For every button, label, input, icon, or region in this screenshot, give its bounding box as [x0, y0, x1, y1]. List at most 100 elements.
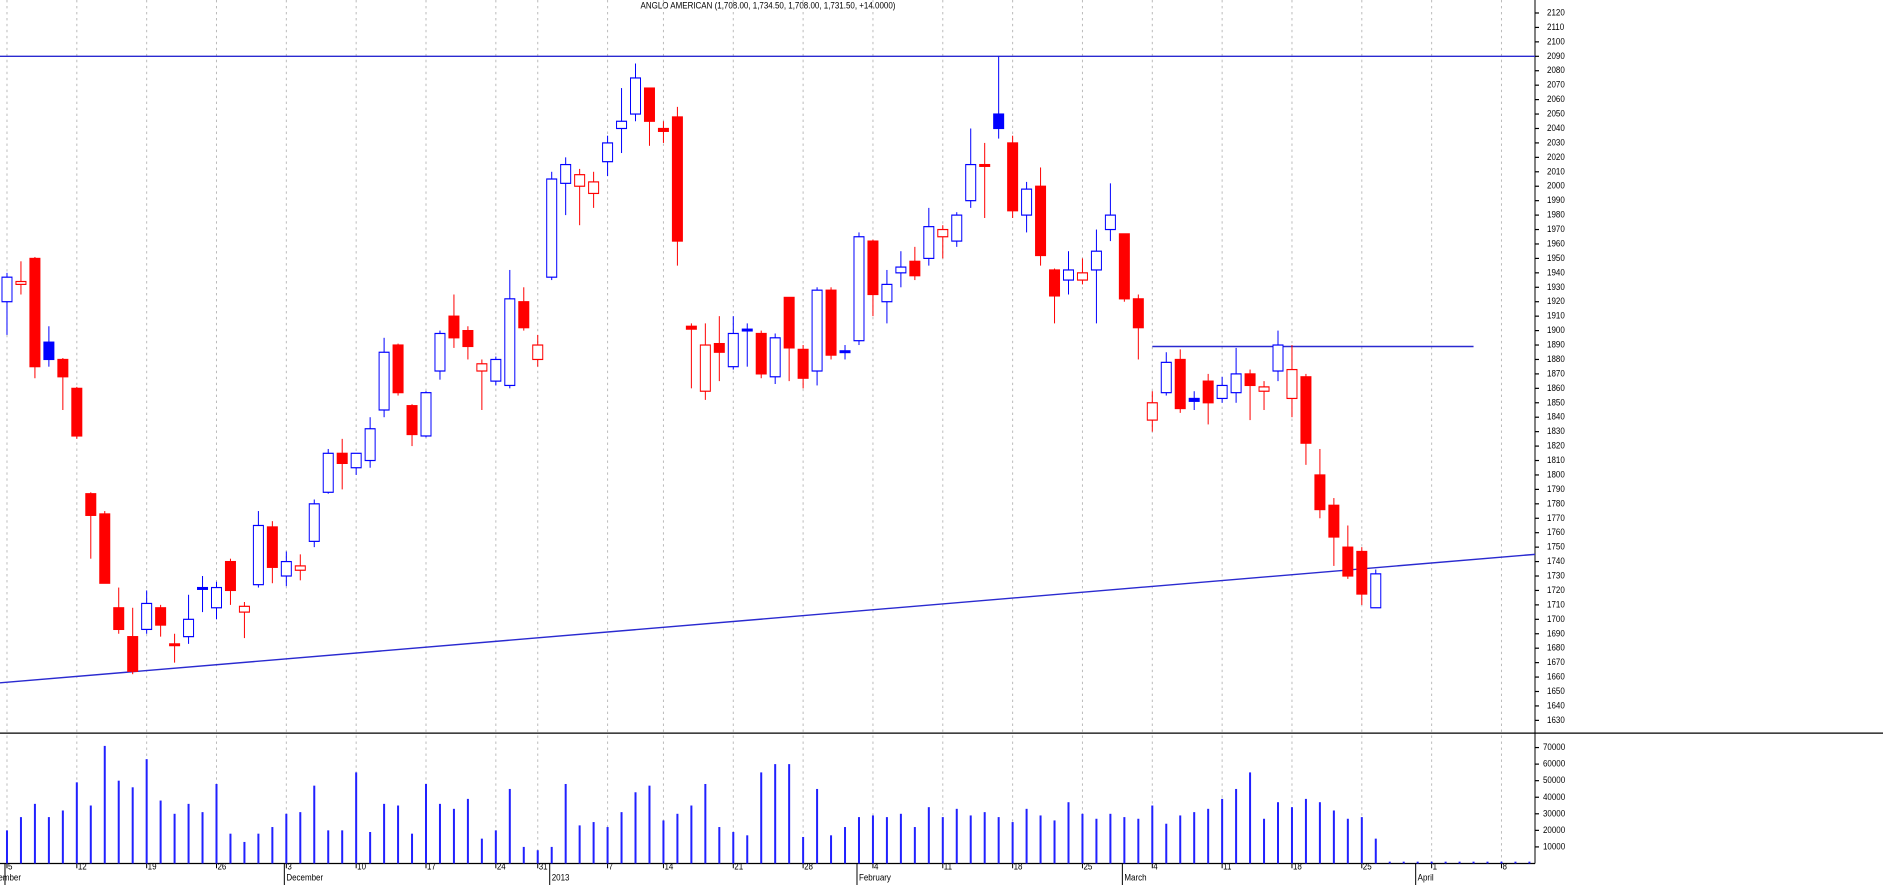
- x-tick-label: 4: [874, 861, 879, 872]
- candle-body: [867, 240, 879, 296]
- volume-bar: [788, 764, 791, 864]
- candle-body: [1356, 550, 1368, 595]
- volume-bar: [774, 764, 777, 864]
- volume-bar: [732, 832, 735, 864]
- y-tick-label: 1700: [1547, 613, 1565, 624]
- y-tick-label: 2100: [1547, 36, 1565, 47]
- candle-body: [616, 120, 628, 130]
- x-tick-label: 8: [1502, 861, 1507, 872]
- candle-body: [643, 87, 655, 122]
- y-tick-label: 1860: [1547, 382, 1565, 393]
- candle-body: [755, 332, 767, 375]
- volume-bar: [522, 846, 525, 864]
- candle-body: [1062, 269, 1074, 281]
- month-label: February: [859, 872, 891, 883]
- candle-body: [406, 405, 418, 436]
- y-tick-label: 1780: [1547, 498, 1565, 509]
- candle-body: [588, 181, 600, 195]
- candle-body: [29, 257, 41, 368]
- candle-body: [1314, 474, 1326, 511]
- candle-body: [1049, 269, 1061, 297]
- volume-bar: [117, 780, 120, 864]
- volume-bar: [1235, 788, 1238, 864]
- volume-bar: [1277, 802, 1280, 864]
- y-tick-label: 1960: [1547, 238, 1565, 249]
- candle-body: [1090, 250, 1102, 271]
- y-tick-label: 1670: [1547, 656, 1565, 667]
- candle-body: [434, 332, 446, 372]
- y-tick-label: 1630: [1547, 714, 1565, 725]
- candle-body: [1272, 344, 1284, 372]
- y-tick-label: 1820: [1547, 440, 1565, 451]
- month-label: 2013: [552, 872, 570, 883]
- volume-bar: [5, 830, 8, 864]
- y-tick-label: 1890: [1547, 339, 1565, 350]
- volume-bar: [1123, 817, 1126, 864]
- candle-body: [1370, 573, 1382, 609]
- volume-bar: [1528, 861, 1531, 864]
- volume-bar: [690, 805, 693, 864]
- candle-body: [490, 358, 502, 382]
- volume-bar: [1109, 813, 1112, 864]
- volume-bar: [1193, 812, 1196, 864]
- volume-bar: [955, 808, 958, 864]
- volume-bar: [1514, 861, 1517, 864]
- volume-bar: [89, 805, 92, 864]
- candle-body: [336, 452, 348, 465]
- candle-body: [783, 296, 795, 349]
- y-tick-label: 2020: [1547, 151, 1565, 162]
- x-tick-label: 11: [944, 861, 952, 872]
- y-tick-label: 2080: [1547, 65, 1565, 76]
- candle-body: [197, 586, 209, 590]
- y-tick-label: 1760: [1547, 527, 1565, 538]
- candle-body: [993, 113, 1005, 130]
- volume-bar: [1249, 772, 1252, 864]
- x-tick-label: 14: [664, 861, 673, 872]
- y-tick-label: 1740: [1547, 555, 1565, 566]
- candle-body: [1244, 373, 1256, 387]
- volume-bar: [47, 817, 50, 864]
- candle-body: [741, 328, 753, 332]
- x-tick-label: 17: [427, 861, 436, 872]
- x-tick-label: 7: [609, 861, 614, 872]
- volume-bar: [1360, 817, 1363, 864]
- y-tick-label: 2000: [1547, 180, 1565, 191]
- candle-body: [1300, 376, 1312, 444]
- candle-body: [1076, 272, 1088, 281]
- volume-bar: [1416, 861, 1419, 864]
- volume-bar: [271, 827, 274, 864]
- candle-body: [350, 452, 362, 469]
- candle-body: [141, 602, 153, 631]
- volume-bar: [1207, 808, 1210, 864]
- volume-bar: [1374, 838, 1377, 864]
- candle-body: [252, 524, 264, 586]
- candle-body: [602, 142, 614, 163]
- volume-bar: [452, 808, 455, 864]
- volume-bar: [313, 785, 316, 864]
- candle-body: [1146, 402, 1158, 421]
- volume-bar: [718, 827, 721, 864]
- volume-bar: [802, 836, 805, 864]
- y-tick-label: 2120: [1547, 7, 1565, 18]
- candle-body: [238, 605, 250, 613]
- y-tick-label: 1950: [1547, 252, 1565, 263]
- volume-bar: [494, 830, 497, 864]
- candle-body: [560, 163, 572, 184]
- y-tick-label: 1870: [1547, 368, 1565, 379]
- volume-bar: [676, 813, 679, 864]
- candle-body: [685, 325, 697, 330]
- volume-bar: [159, 800, 162, 864]
- candle-body: [420, 392, 432, 437]
- volume-bar: [927, 807, 930, 864]
- candle-body: [727, 332, 739, 368]
- candle-body: [99, 513, 111, 584]
- candle-body: [1007, 142, 1019, 212]
- candle-body: [378, 351, 390, 411]
- volume-bar: [480, 838, 483, 864]
- volume-bar: [103, 745, 106, 864]
- candle-body: [518, 301, 530, 329]
- volume-bar: [1011, 822, 1014, 864]
- candle-body: [392, 344, 404, 394]
- y-tick-label: 1750: [1547, 541, 1565, 552]
